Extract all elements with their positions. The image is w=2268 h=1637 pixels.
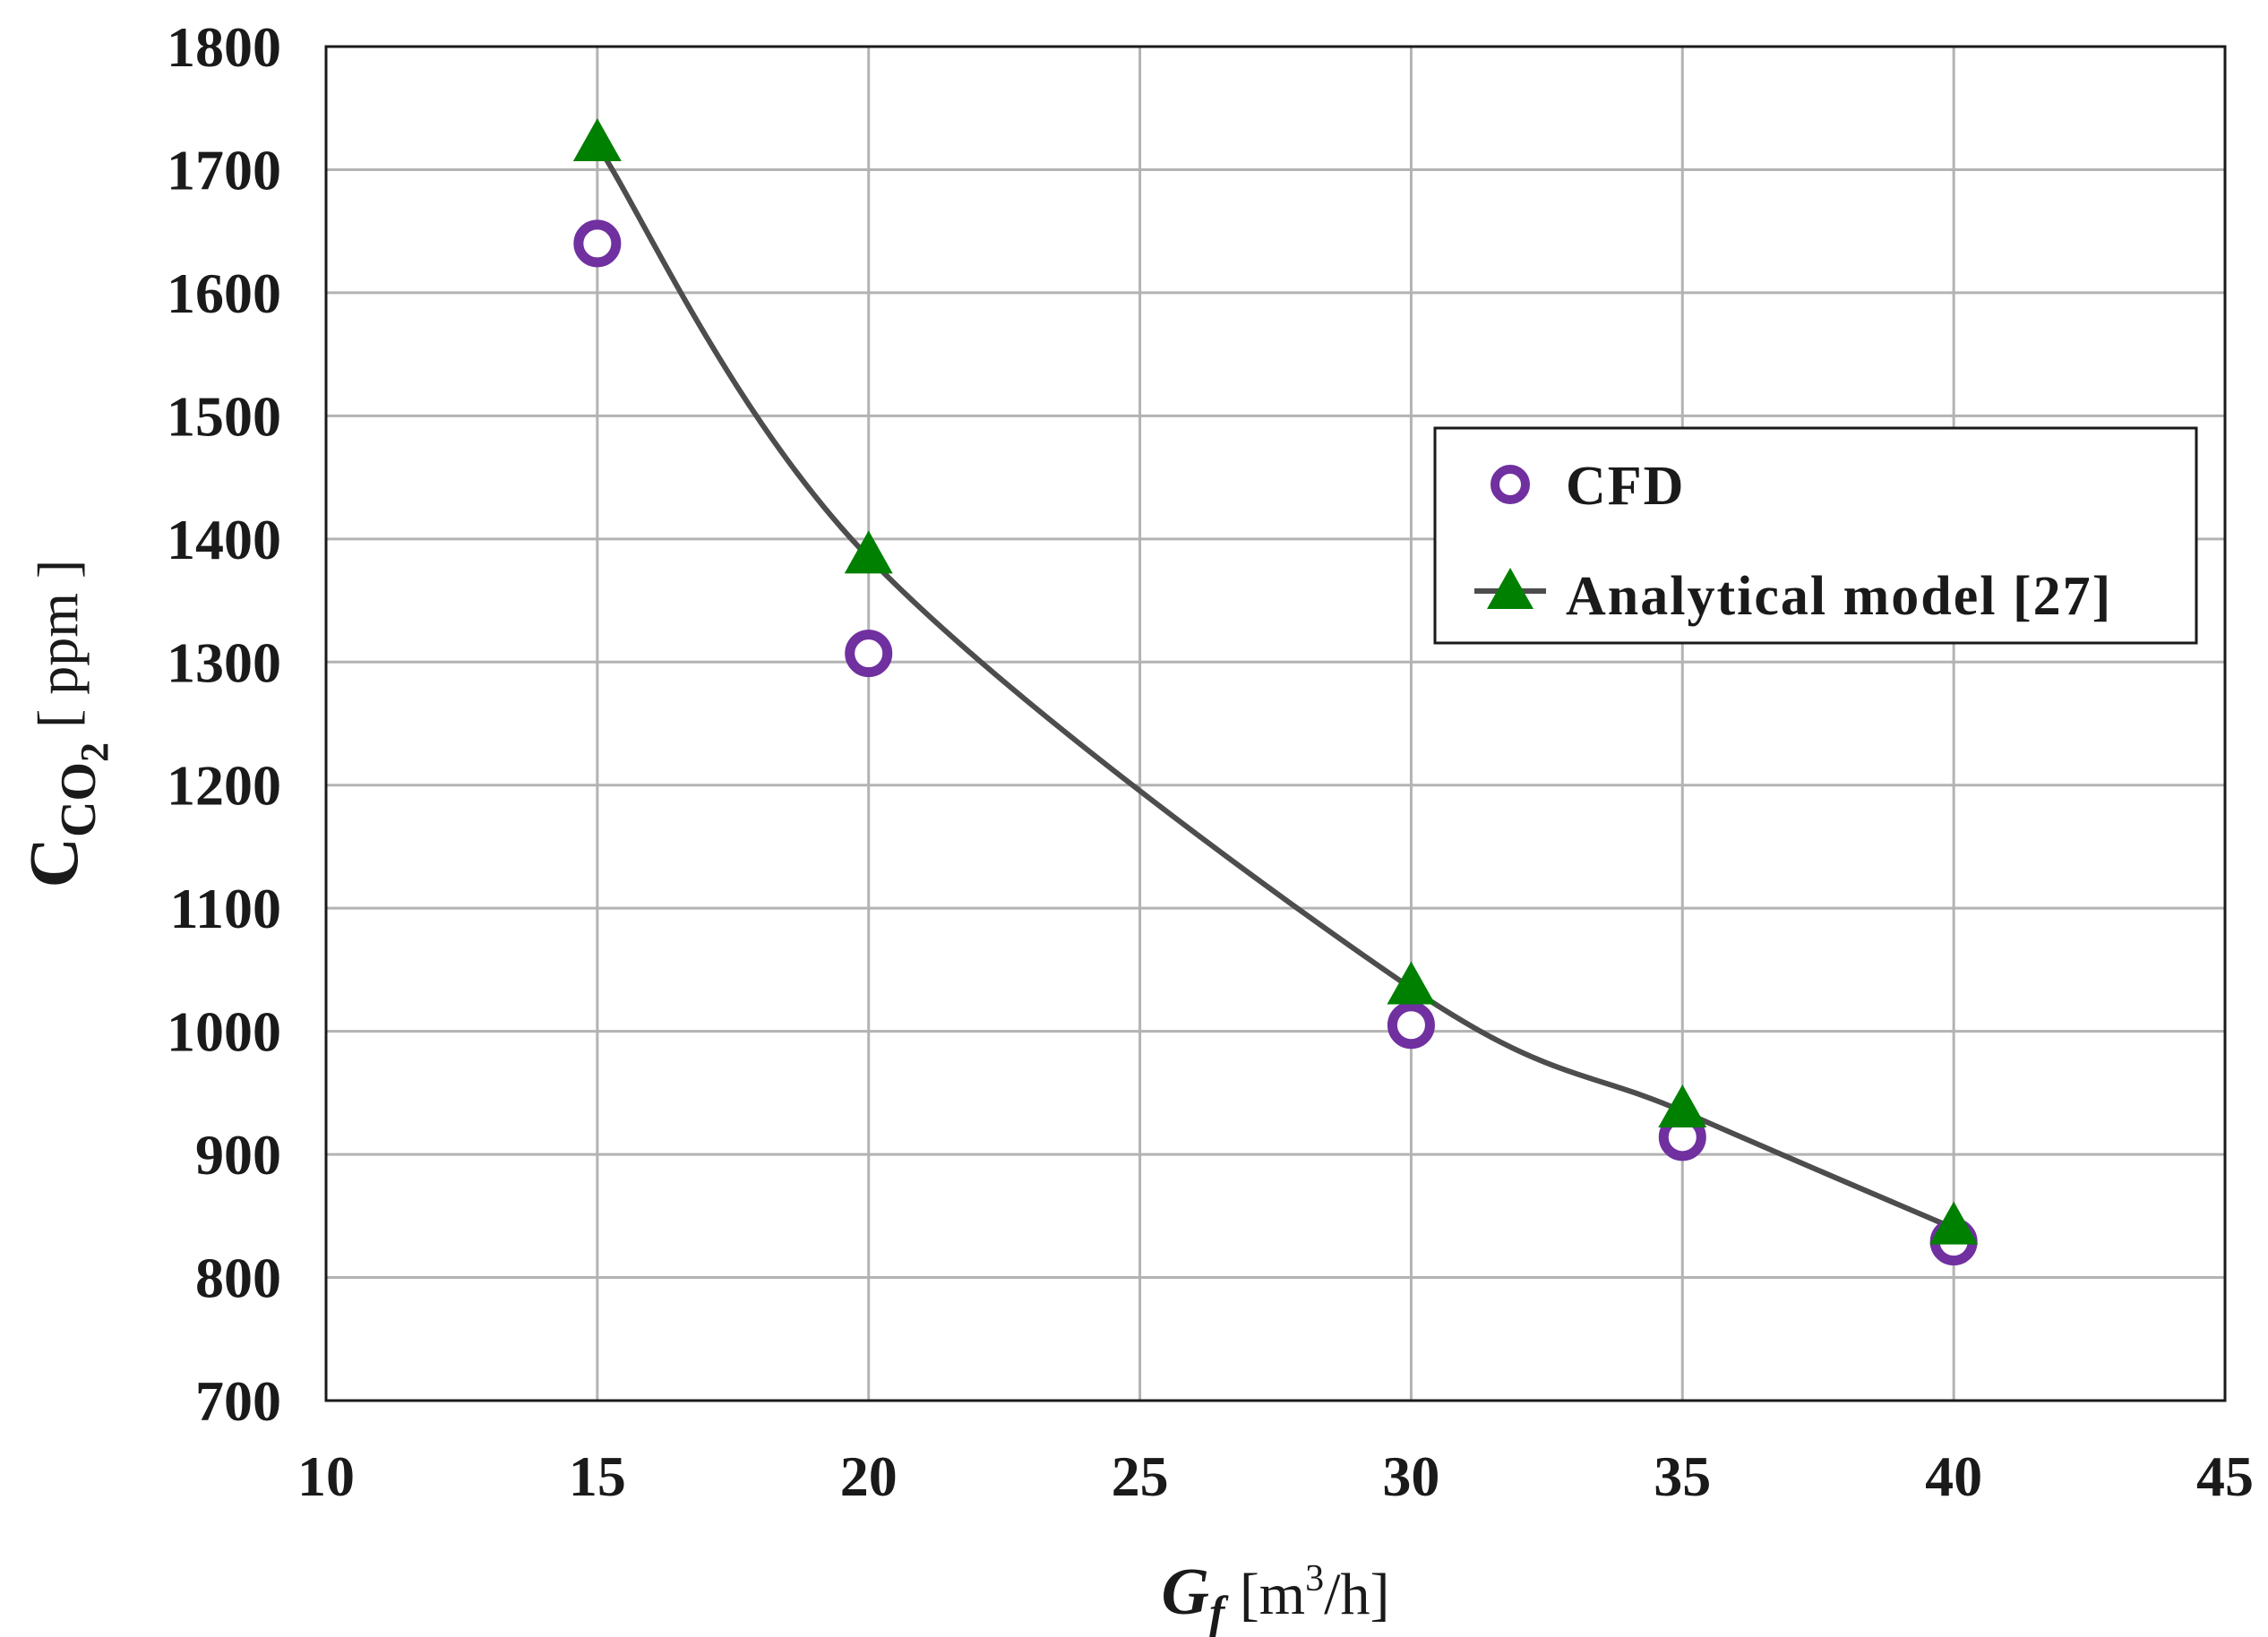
y-tick-label: 1800 [167,15,281,79]
y-tick-label: 1100 [170,877,281,940]
y-tick-label: 1300 [167,630,281,694]
analytical-point [1658,1084,1707,1127]
legend-box [1433,426,2198,645]
y-tick-label: 1200 [167,754,281,818]
x-axis-title: Gf [m3/h] [1162,1556,1390,1637]
y-axis-ticks: 700 800 900 1000 1100 1200 1300 1400 1500 1600 170… [167,15,281,1433]
legend-marker-cfd-icon [1491,465,1530,504]
x-tick-label: 10 [297,1444,355,1508]
plot-area [326,47,2225,1401]
cfd-point [1387,1001,1435,1050]
y-tick-label: 1600 [167,261,281,325]
x-tick-label: 20 [840,1444,898,1508]
legend: CFD Analytical model [27] [1433,426,2198,645]
y-axis-subscript2: 2 [73,742,116,762]
x-axis-ticks: 10 15 20 25 30 35 40 45 [297,1444,2254,1508]
x-tick-label: 45 [2196,1444,2254,1508]
x-tick-label: 35 [1654,1444,1711,1508]
analytical-point [1929,1201,1979,1245]
y-tick-label: 800 [195,1247,281,1310]
y-tick-label: 1500 [167,384,281,448]
analytical-point [1387,961,1436,1005]
x-axis-unit-open: [m [1224,1562,1305,1627]
x-tick-label: 40 [1925,1444,1982,1508]
y-axis-unit: [ ppm ] [26,560,90,742]
y-axis-title: CCO2 [ ppm ] [14,560,116,888]
x-tick-label: 15 [569,1444,626,1508]
series-line-analytical [595,143,1955,1231]
y-axis-symbol: C [14,837,92,887]
y-tick-label: 1400 [167,508,281,571]
cfd-point [845,630,893,678]
cfd-point [573,219,622,268]
x-axis-unit-close: /h] [1324,1562,1389,1627]
plot-frame [324,45,2227,1402]
x-tick-label: 30 [1382,1444,1439,1508]
analytical-point [844,530,893,574]
y-axis-subscript: CO [51,762,107,837]
legend-label-cfd: CFD [1566,456,1685,517]
y-tick-label: 1000 [167,1000,281,1064]
analytical-point [572,117,622,161]
x-axis-symbol: G [1162,1556,1209,1629]
y-tick-label: 700 [195,1369,281,1433]
legend-label-analytical: Analytical model [27] [1566,566,2112,627]
x-tick-label: 25 [1112,1444,1169,1508]
legend-marker-analytical-icon [1487,568,1533,609]
x-axis-unit-sup: 3 [1305,1558,1324,1599]
x-axis-subscript: f [1209,1588,1229,1637]
y-tick-label: 900 [195,1123,281,1187]
y-tick-label: 1700 [167,138,281,201]
series-layer [572,117,1979,1266]
